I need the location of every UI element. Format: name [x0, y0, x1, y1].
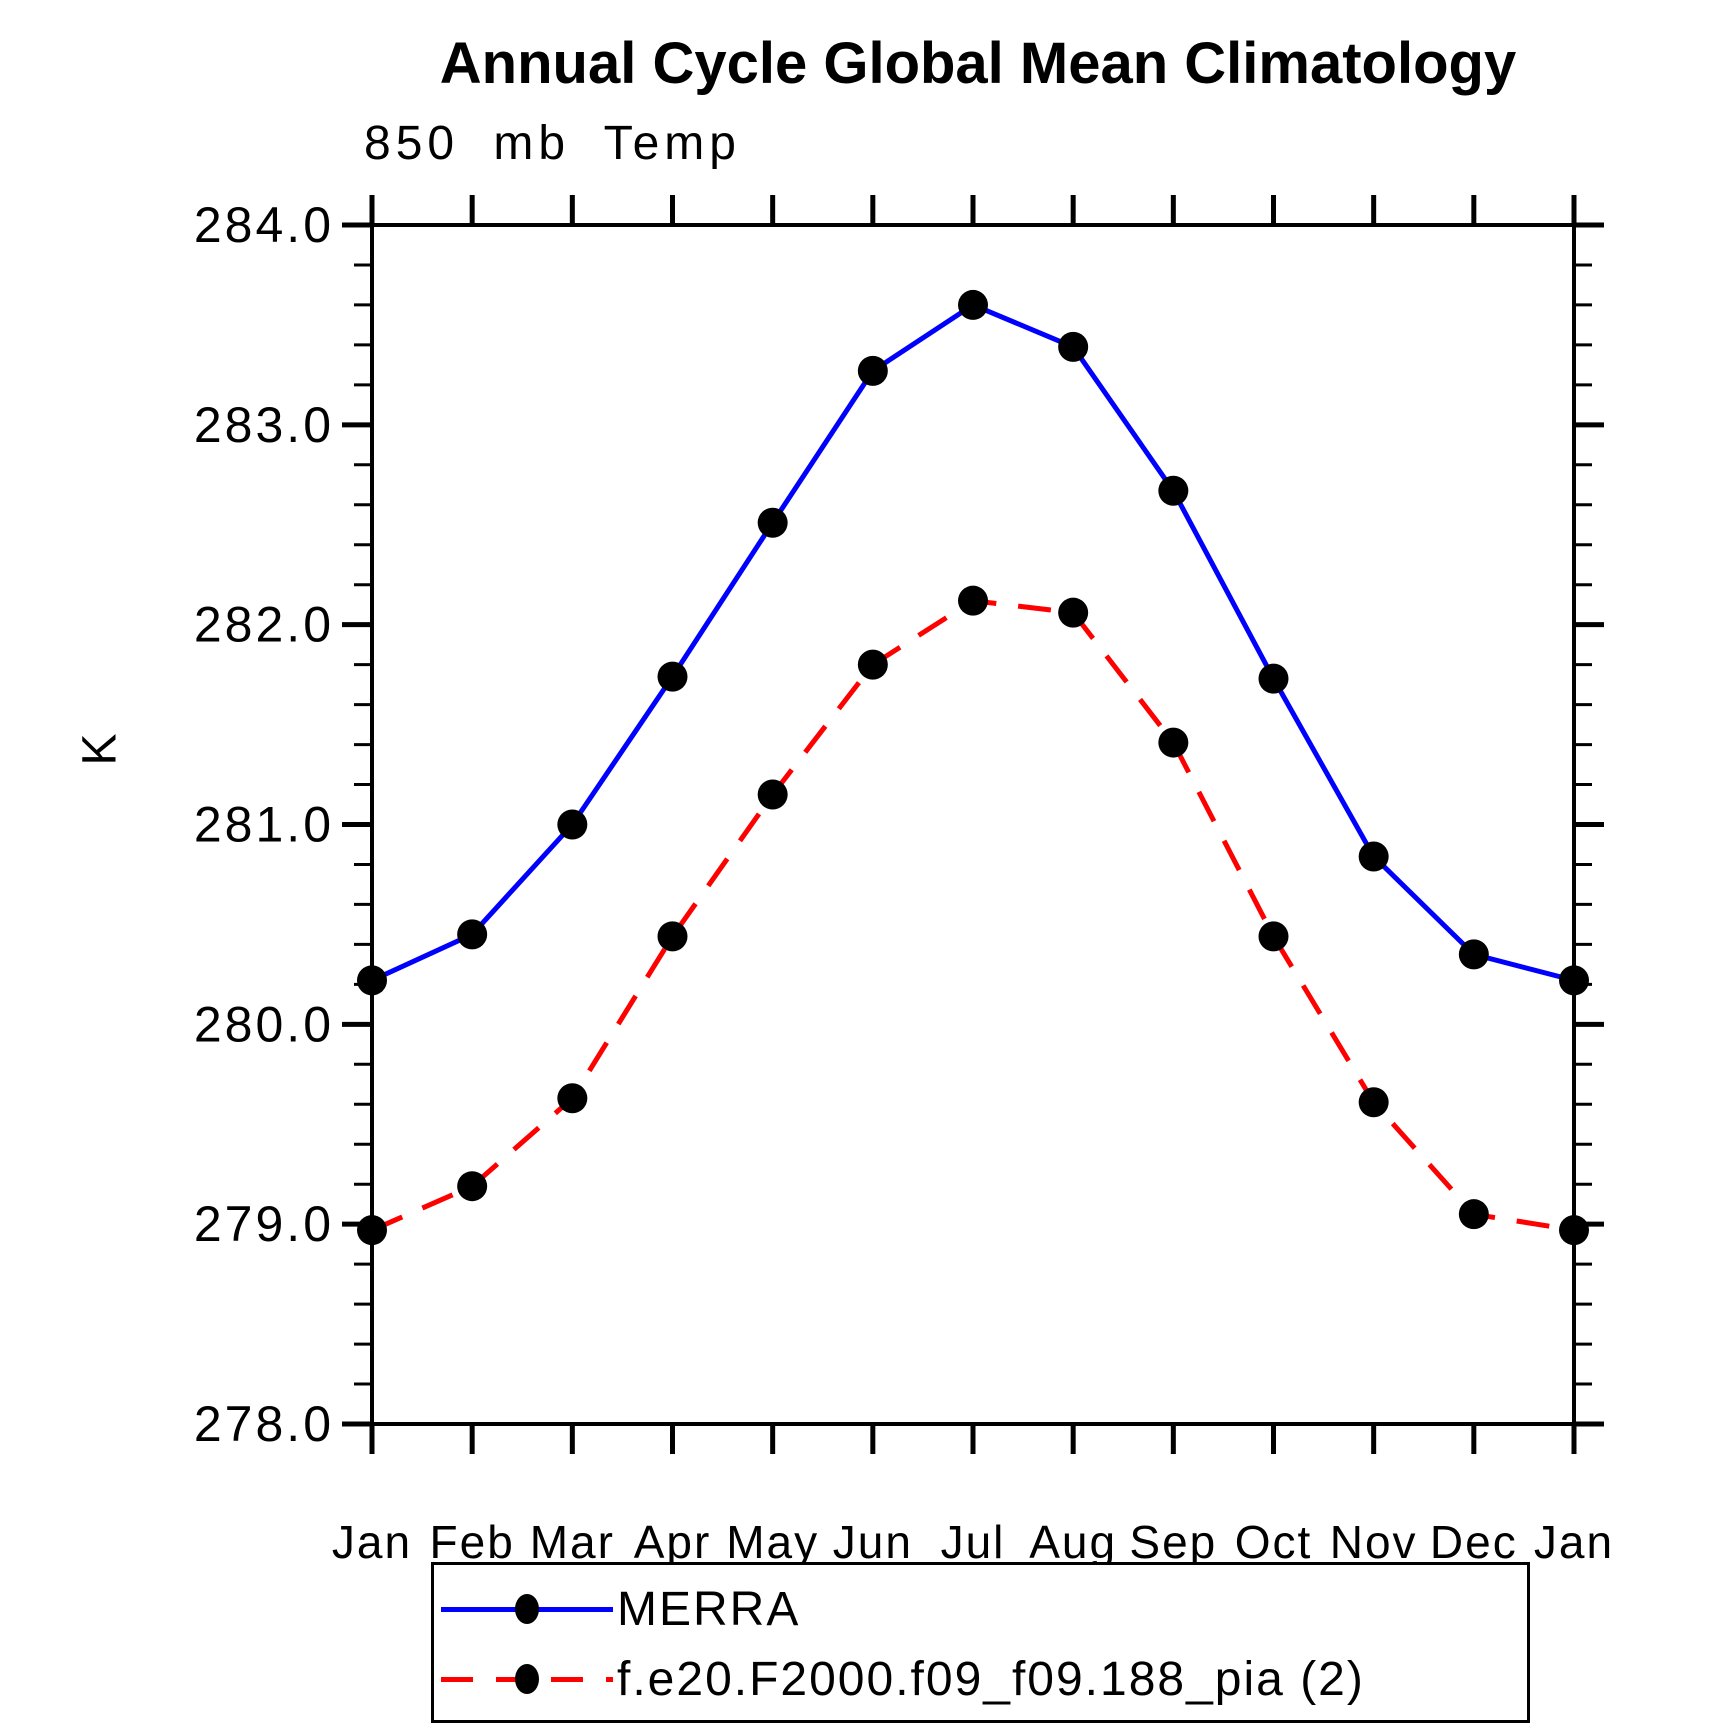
legend-label: f.e20.F2000.f09_f09.188_pia (2)	[617, 1652, 1365, 1706]
chart-title: Annual Cycle Global Mean Climatology	[439, 31, 1517, 96]
data-point-marker	[1158, 727, 1189, 758]
x-tick-label: May	[726, 1516, 819, 1568]
data-point-marker	[357, 965, 387, 996]
data-point-marker	[857, 649, 888, 680]
y-tick-label: 284.0	[194, 197, 334, 253]
x-tick-label: Aug	[1029, 1516, 1117, 1568]
data-point-marker	[557, 1083, 588, 1114]
data-point-marker	[1158, 475, 1189, 506]
data-point-marker	[1458, 1199, 1489, 1230]
y-tick-label: 279.0	[194, 1196, 334, 1252]
data-point-marker	[958, 585, 988, 616]
x-tick-label: Mar	[530, 1516, 615, 1568]
plot-frame	[370, 223, 1576, 1426]
data-point-marker	[357, 1215, 387, 1246]
x-tick-label: Jul	[941, 1516, 1006, 1568]
legend-entry-model: f.e20.F2000.f09_f09.188_pia (2)	[441, 1653, 1365, 1706]
data-point-marker	[1058, 597, 1089, 628]
legend-line-sample-dashed	[441, 1664, 613, 1694]
data-point-marker	[457, 1171, 488, 1202]
chart-subtitle: 850 mb Temp	[364, 117, 741, 170]
x-tick-label: Apr	[634, 1516, 712, 1568]
legend-entry-merra: MERRA	[441, 1583, 800, 1636]
legend-line-sample-solid	[441, 1594, 613, 1624]
x-tick-label: Feb	[430, 1516, 515, 1568]
data-point-marker	[1458, 939, 1489, 970]
y-axis-label: K	[73, 733, 127, 766]
legend-box: MERRA f.e20.F2000.f09_f09.188_pia (2)	[431, 1562, 1530, 1723]
x-tick-label: Jan	[1534, 1516, 1614, 1568]
x-tick-label: Dec	[1430, 1516, 1518, 1568]
data-point-marker	[557, 809, 588, 840]
data-point-marker	[1258, 663, 1289, 694]
data-point-marker	[1358, 1087, 1389, 1118]
series-line-0	[370, 302, 1575, 983]
y-tick-label: 282.0	[194, 597, 334, 653]
data-point-marker	[1559, 965, 1589, 996]
data-point-marker	[657, 661, 688, 692]
data-point-marker	[1358, 841, 1389, 872]
x-tick-label: Oct	[1235, 1516, 1313, 1568]
data-point-marker	[958, 289, 988, 320]
y-tick-label: 278.0	[194, 1396, 334, 1452]
y-tick-label: 283.0	[194, 397, 334, 453]
data-point-marker	[657, 921, 688, 952]
data-point-marker	[857, 355, 888, 386]
legend-marker-dot-icon	[515, 1664, 539, 1694]
data-point-marker	[757, 779, 788, 810]
x-tick-label: Sep	[1129, 1516, 1217, 1568]
data-point-marker	[1058, 331, 1089, 362]
data-point-marker	[757, 507, 788, 538]
y-tick-label: 280.0	[194, 996, 334, 1052]
legend-label: MERRA	[617, 1582, 801, 1636]
x-tick-label: Jun	[833, 1516, 913, 1568]
x-tick-label: Nov	[1330, 1516, 1418, 1568]
x-tick-label: Jan	[332, 1516, 412, 1568]
legend-marker-dot-icon	[515, 1594, 539, 1624]
y-tick-label: 281.0	[194, 797, 334, 853]
data-point-marker	[1559, 1215, 1589, 1246]
series-line-1	[370, 598, 1575, 1233]
data-point-marker	[457, 919, 488, 950]
data-point-marker	[1258, 921, 1289, 952]
